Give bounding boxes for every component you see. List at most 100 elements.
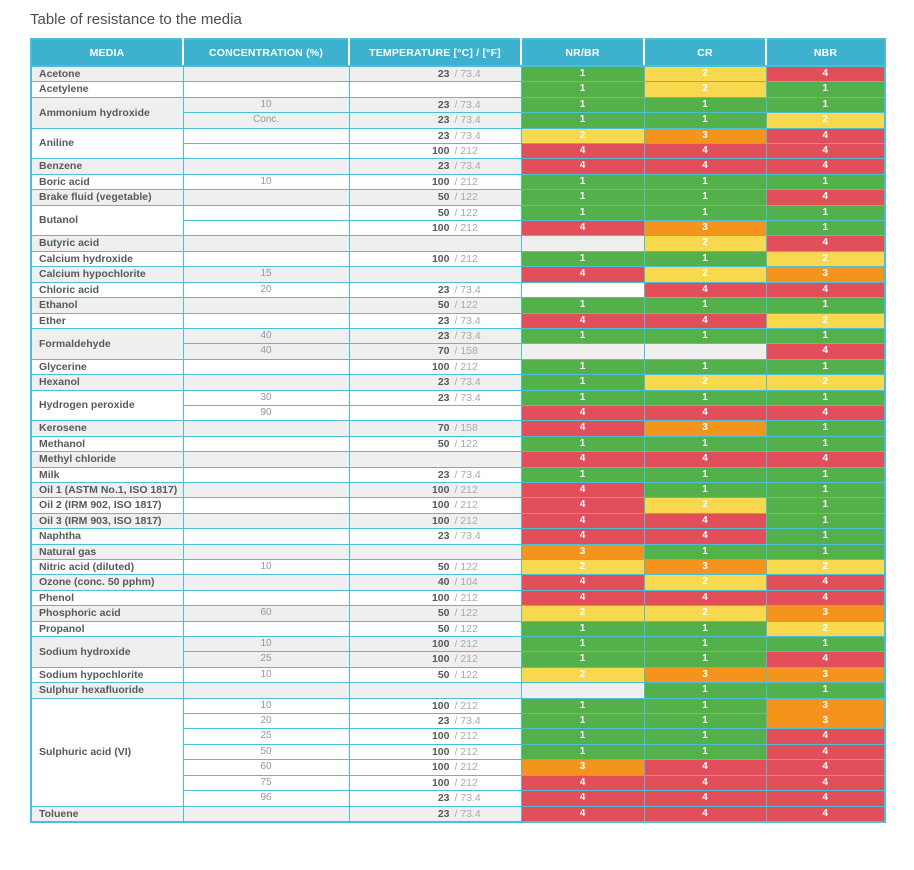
concentration-cell: [182, 250, 350, 268]
temperature-cell: 100 / 212: [348, 143, 522, 160]
table-row: Formaldehyde 40 23/ 73.4 1 1 1: [30, 327, 886, 360]
temperature-celsius: 23: [437, 314, 450, 327]
rating-cell-cr: 1: [643, 189, 767, 206]
temperature-celsius: 23: [437, 376, 450, 389]
temperature-cell: 100 / 212: [348, 220, 522, 237]
temperature-cell: 100 / 212: [348, 358, 522, 376]
temperature-celsius: 100: [431, 653, 450, 666]
temperature-fahrenheit: / 73.4: [454, 314, 481, 327]
temperature-celsius: 23: [437, 792, 450, 805]
media-cell: Butanol: [30, 204, 184, 237]
rating-cell-nrbr: 1: [520, 112, 645, 129]
rating-cell-nrbr: [520, 682, 645, 699]
concentration-cell: [182, 543, 350, 561]
column-header-concentration: CONCENTRATION (%): [183, 39, 350, 67]
table-row: 50 100/ 212 1 1 4: [31, 743, 886, 761]
temperature-cell: 23 / 73.4: [348, 327, 522, 345]
table-row: Benzene 23/ 73.4 4 4 4: [30, 158, 886, 175]
concentration-cell: [182, 65, 350, 83]
rating-cell-cr: 2: [643, 605, 767, 622]
rating-cell-cr: 2: [643, 65, 767, 83]
rating-cell-nbr: 1: [765, 81, 886, 98]
table-row: Natural gas 3 1 1: [30, 543, 886, 561]
media-cell: Brake fluid (vegetable): [30, 189, 184, 206]
rating-cell-nbr: 4: [765, 127, 886, 145]
media-cell: Calcium hydroxide: [30, 250, 184, 268]
temperature-celsius: 100: [431, 745, 450, 758]
table-row: 40 70 / 158 4: [31, 343, 886, 360]
table-row: 60 100/ 212 3 4 4: [31, 759, 886, 776]
rating-cell-cr: 1: [643, 96, 767, 114]
temperature-celsius: 50: [437, 622, 450, 635]
rating-cell-nbr: 2: [765, 250, 886, 268]
rating-cell-cr: 1: [643, 204, 767, 222]
table-row: Butanol 50/ 122 1 1 1: [30, 204, 886, 237]
rating-cell-cr: 1: [643, 358, 767, 376]
temperature-celsius: 100: [431, 483, 450, 496]
rating-cell-nrbr: 4: [520, 420, 645, 437]
rating-cell-cr: 1: [643, 743, 767, 761]
concentration-cell: [182, 204, 350, 222]
table-row: Toluene 23/ 73.4 4 4 4: [30, 805, 886, 823]
temperature-cell: 100 / 212: [348, 774, 522, 792]
temperature-cell: [348, 682, 522, 699]
table-row: Calcium hydroxide 100/ 212 1 1 2: [30, 250, 886, 268]
temperature-celsius: 23: [437, 129, 450, 142]
concentration-cell: [182, 589, 350, 607]
temperature-cell: [348, 543, 522, 561]
concentration-cell: 20: [182, 281, 350, 299]
table-row: Methanol 50/ 122 1 1 1: [30, 435, 886, 453]
rating-cell-cr: 1: [643, 651, 767, 668]
media-cell: Oil 1 (ASTM No.1, ISO 1817): [30, 481, 184, 499]
temperature-cell: 50 / 122: [348, 558, 522, 576]
rating-cell-nrbr: [520, 281, 645, 299]
rating-cell-nrbr: 4: [520, 266, 645, 283]
column-header-cr: CR: [644, 39, 767, 67]
table-row: Naphtha 23/ 73.4 4 4 1: [30, 528, 886, 545]
temperature-celsius: 70: [437, 422, 450, 435]
table-row: Ammonium hydroxide 10 23/ 73.4 1 1 1: [30, 96, 886, 129]
temperature-cell: [348, 235, 522, 252]
media-cell: Butyric acid: [30, 235, 184, 252]
temperature-cell: 23 / 73.4: [348, 112, 522, 129]
rating-cell-nrbr: 1: [520, 81, 645, 98]
media-cell: Phenol: [30, 589, 184, 607]
rating-cell-nbr: 1: [765, 528, 886, 545]
rating-cell-nrbr: 1: [520, 620, 645, 638]
temperature-fahrenheit: / 73.4: [454, 530, 481, 543]
media-cell: Hexanol: [30, 374, 184, 391]
temperature-fahrenheit: / 212: [454, 514, 478, 527]
temperature-fahrenheit: / 73.4: [454, 329, 481, 342]
temperature-celsius: 100: [431, 145, 450, 158]
concentration-cell: 75: [182, 774, 350, 792]
media-cell: Milk: [30, 466, 184, 483]
concentration-cell: 90: [182, 404, 350, 422]
table-row: 25 100/ 212 1 1 4: [31, 728, 886, 745]
rating-cell-nbr: 2: [765, 112, 886, 129]
rating-cell-nrbr: 4: [520, 143, 645, 160]
temperature-fahrenheit: / 73.4: [454, 715, 481, 728]
temperature-fahrenheit: / 212: [454, 145, 478, 158]
rating-cell-cr: 1: [643, 713, 767, 730]
rating-cell-nbr: 4: [765, 759, 886, 776]
table-row: 100/ 212 4 4 4: [31, 143, 886, 160]
media-cell: Sulphur hexafluoride: [30, 682, 184, 699]
rating-cell-nrbr: 1: [520, 358, 645, 376]
concentration-cell: [182, 574, 350, 591]
rating-cell-nbr: 3: [765, 605, 886, 622]
media-cell: Ammonium hydroxide: [30, 96, 184, 129]
rating-cell-nbr: 4: [765, 158, 886, 175]
concentration-cell: [182, 374, 350, 391]
temperature-fahrenheit: / 158: [454, 422, 478, 435]
rating-cell-nbr: 4: [765, 728, 886, 745]
rating-cell-nbr: 4: [765, 451, 886, 468]
rating-cell-nrbr: 1: [520, 743, 645, 761]
media-cell: Sodium hypochlorite: [30, 666, 184, 684]
temperature-fahrenheit: / 212: [454, 638, 478, 651]
media-cell: Ozone (conc. 50 pphm): [30, 574, 184, 591]
table-row: Conc. 23/ 73.4 1 1 2: [31, 112, 886, 129]
rating-cell-nbr: 1: [765, 497, 886, 514]
temperature-cell: 100 / 212: [348, 636, 522, 653]
rating-cell-nbr: 4: [765, 790, 886, 807]
temperature-celsius: 23: [437, 807, 450, 820]
